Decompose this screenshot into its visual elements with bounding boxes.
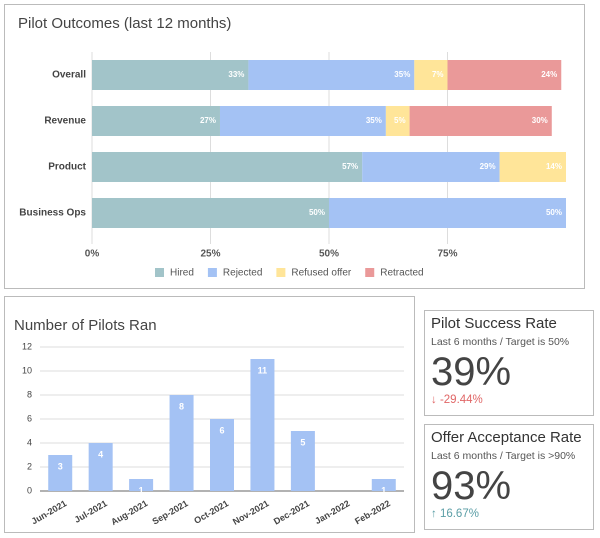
y-tick-label: 6: [27, 413, 32, 423]
x-tick-label: Jul-2021: [73, 498, 109, 525]
data-label: 7%: [432, 70, 444, 79]
y-tick-label: 2: [27, 461, 32, 471]
scorecard-value: 93%: [431, 464, 512, 508]
data-label: 24%: [541, 70, 557, 79]
legend-label: Hired: [170, 268, 194, 279]
bar: [48, 455, 73, 491]
legend-label: Retracted: [380, 268, 423, 279]
bar: [290, 431, 315, 491]
bar-segment: [248, 60, 415, 90]
bar-segment: [499, 152, 566, 182]
bar: [169, 395, 194, 491]
y-tick-label: 4: [27, 437, 32, 447]
data-label: 35%: [394, 70, 410, 79]
data-label: 3: [58, 461, 63, 471]
chart-frame: [4, 296, 415, 533]
scorecard-subtitle: Last 6 months / Target is 50%: [431, 336, 570, 348]
data-label: 14%: [546, 162, 562, 171]
chart-title: Pilot Outcomes (last 12 months): [18, 15, 231, 32]
scorecard-title: Offer Acceptance Rate: [431, 429, 582, 446]
x-tick-label: Feb-2022: [353, 498, 392, 526]
data-label: 4: [98, 449, 103, 459]
data-label: 6: [219, 425, 224, 435]
scorecard-subtitle: Last 6 months / Target is >90%: [431, 450, 576, 462]
data-label: 1: [381, 485, 386, 495]
x-tick-label: Aug-2021: [109, 498, 149, 527]
data-label: 5: [300, 437, 305, 447]
bar: [210, 419, 234, 491]
x-tick-label: Jun-2021: [30, 498, 69, 526]
bar: [129, 479, 154, 491]
bar: [371, 479, 396, 491]
data-label: 1: [139, 485, 144, 495]
data-label: 29%: [480, 162, 496, 171]
legend-swatch: [207, 268, 217, 277]
y-tick-label: 0: [27, 485, 32, 495]
data-label: 50%: [309, 208, 325, 217]
bar-segment: [414, 60, 448, 90]
bar-segment: [447, 60, 562, 90]
y-tick-label: 8: [27, 389, 32, 399]
data-label: 27%: [200, 116, 216, 125]
chart-title: Number of Pilots Ran: [14, 317, 157, 334]
data-label: 57%: [342, 162, 358, 171]
y-tick-label: Revenue: [44, 116, 86, 127]
legend-label: Refused offer: [291, 268, 352, 279]
bar-segment: [92, 106, 220, 136]
bar-segment: [362, 152, 500, 182]
x-tick-label: Oct-2021: [192, 498, 230, 526]
x-tick-label: Dec-2021: [272, 498, 311, 526]
legend-swatch: [276, 268, 286, 277]
y-tick-label: 10: [22, 365, 32, 375]
data-label: 35%: [366, 116, 382, 125]
bar-segment: [385, 106, 410, 136]
y-tick-label: Business Ops: [19, 208, 86, 219]
bar-segment: [219, 106, 386, 136]
scorecard: Pilot Success Rate Last 6 months / Targe…: [424, 310, 594, 416]
x-tick-label: Sep-2021: [151, 498, 190, 526]
scorecard-change: ↓ -29.44%: [431, 394, 483, 406]
data-label: 8: [179, 401, 184, 411]
bar-segment: [409, 106, 552, 136]
scorecard-title: Pilot Success Rate: [431, 315, 557, 332]
bar-segment: [92, 198, 329, 228]
bar-segment: [329, 198, 566, 228]
legend-label: Rejected: [223, 268, 262, 279]
bar: [88, 443, 113, 491]
x-tick-label: Jan-2022: [313, 498, 351, 526]
bar-segment: [92, 152, 363, 182]
data-label: 11: [258, 365, 268, 375]
legend-swatch: [365, 268, 375, 277]
data-label: 50%: [546, 208, 562, 217]
x-tick-label: 50%: [319, 249, 339, 260]
x-tick-label: 75%: [437, 249, 457, 260]
bar-segment: [92, 60, 249, 90]
y-tick-label: 12: [22, 341, 32, 351]
y-tick-label: Overall: [52, 70, 86, 81]
scorecard-change: ↑ 16.67%: [431, 508, 479, 520]
x-tick-label: Nov-2021: [231, 498, 271, 527]
data-label: 33%: [228, 70, 244, 79]
chart-frame: [4, 4, 585, 289]
data-label: 5%: [394, 116, 406, 125]
x-tick-label: 0%: [85, 249, 100, 260]
scorecard: Offer Acceptance Rate Last 6 months / Ta…: [424, 424, 594, 530]
scorecard-value: 39%: [431, 350, 512, 394]
x-tick-label: 25%: [200, 249, 220, 260]
data-label: 30%: [532, 116, 548, 125]
legend-swatch: [155, 268, 164, 277]
bar: [250, 359, 275, 491]
y-tick-label: Product: [48, 162, 86, 173]
